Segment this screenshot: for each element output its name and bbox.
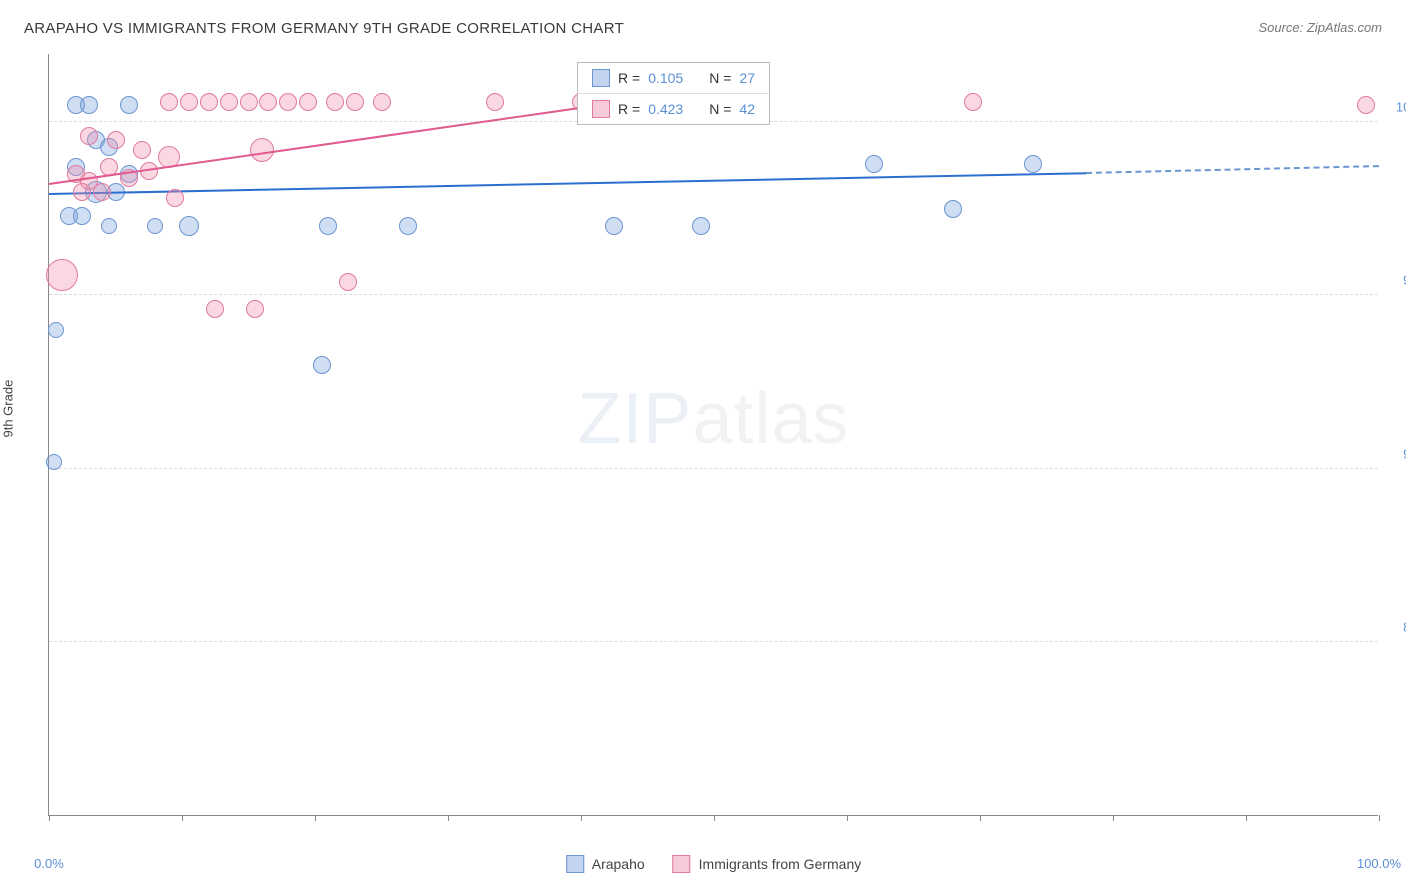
- data-point: [1024, 155, 1042, 173]
- x-tick: [182, 815, 183, 821]
- data-point: [373, 93, 391, 111]
- data-point: [605, 217, 623, 235]
- legend-swatch: [592, 69, 610, 87]
- gridline: [49, 294, 1378, 295]
- r-value: 0.423: [648, 101, 683, 117]
- data-point: [73, 207, 91, 225]
- data-point: [259, 93, 277, 111]
- data-point: [240, 93, 258, 111]
- r-label: R =: [618, 70, 640, 86]
- source-attribution: Source: ZipAtlas.com: [1258, 20, 1382, 35]
- x-tick-label: 0.0%: [34, 856, 64, 871]
- legend-row: R = 0.105 N = 27: [578, 63, 769, 93]
- data-point: [326, 93, 344, 111]
- n-value: 27: [739, 70, 755, 86]
- y-tick-label: 100.0%: [1396, 100, 1406, 115]
- x-tick: [581, 815, 582, 821]
- data-point: [944, 200, 962, 218]
- data-point: [279, 93, 297, 111]
- data-point: [346, 93, 364, 111]
- legend-item: Arapaho: [566, 855, 645, 873]
- data-point: [120, 96, 138, 114]
- correlation-legend: R = 0.105 N = 27 R = 0.423 N = 42: [577, 62, 770, 125]
- data-point: [1357, 96, 1375, 114]
- data-point: [299, 93, 317, 111]
- data-point: [80, 96, 98, 114]
- data-point: [964, 93, 982, 111]
- x-tick: [448, 815, 449, 821]
- gridline: [49, 641, 1378, 642]
- legend-swatch: [673, 855, 691, 873]
- data-point: [93, 183, 111, 201]
- data-point: [133, 141, 151, 159]
- x-tick: [1379, 815, 1380, 821]
- legend-swatch: [592, 100, 610, 118]
- data-point: [46, 259, 78, 291]
- data-point: [399, 217, 417, 235]
- n-label: N =: [709, 101, 731, 117]
- data-point: [73, 183, 91, 201]
- legend-label: Arapaho: [592, 856, 645, 872]
- data-point: [692, 217, 710, 235]
- x-tick: [980, 815, 981, 821]
- x-tick: [847, 815, 848, 821]
- trend-line: [49, 106, 581, 184]
- y-axis-label: 9th Grade: [1, 380, 16, 438]
- legend-item: Immigrants from Germany: [673, 855, 862, 873]
- data-point: [179, 216, 199, 236]
- x-tick: [714, 815, 715, 821]
- data-point: [160, 93, 178, 111]
- data-point: [107, 131, 125, 149]
- data-point: [313, 356, 331, 374]
- x-tick: [315, 815, 316, 821]
- data-point: [166, 189, 184, 207]
- x-tick: [1113, 815, 1114, 821]
- data-point: [319, 217, 337, 235]
- trend-line: [49, 172, 1086, 195]
- data-point: [206, 300, 224, 318]
- data-point: [339, 273, 357, 291]
- data-point: [147, 218, 163, 234]
- data-point: [220, 93, 238, 111]
- r-label: R =: [618, 101, 640, 117]
- scatter-chart: ZIPatlas 85.0%90.0%95.0%100.0%0.0%100.0%…: [48, 54, 1378, 816]
- legend-row: R = 0.423 N = 42: [578, 93, 769, 124]
- data-point: [180, 93, 198, 111]
- watermark: ZIPatlas: [577, 378, 849, 460]
- data-point: [80, 127, 98, 145]
- x-tick: [1246, 815, 1247, 821]
- data-point: [200, 93, 218, 111]
- r-value: 0.105: [648, 70, 683, 86]
- data-point: [246, 300, 264, 318]
- x-tick-label: 100.0%: [1357, 856, 1401, 871]
- x-tick: [49, 815, 50, 821]
- n-label: N =: [709, 70, 731, 86]
- series-legend: Arapaho Immigrants from Germany: [566, 855, 862, 873]
- data-point: [486, 93, 504, 111]
- data-point: [865, 155, 883, 173]
- data-point: [101, 218, 117, 234]
- n-value: 42: [739, 101, 755, 117]
- trend-line-dashed: [1086, 165, 1379, 174]
- legend-swatch: [566, 855, 584, 873]
- data-point: [48, 322, 64, 338]
- data-point: [250, 138, 274, 162]
- data-point: [46, 454, 62, 470]
- chart-title: ARAPAHO VS IMMIGRANTS FROM GERMANY 9TH G…: [24, 20, 624, 37]
- legend-label: Immigrants from Germany: [699, 856, 862, 872]
- gridline: [49, 468, 1378, 469]
